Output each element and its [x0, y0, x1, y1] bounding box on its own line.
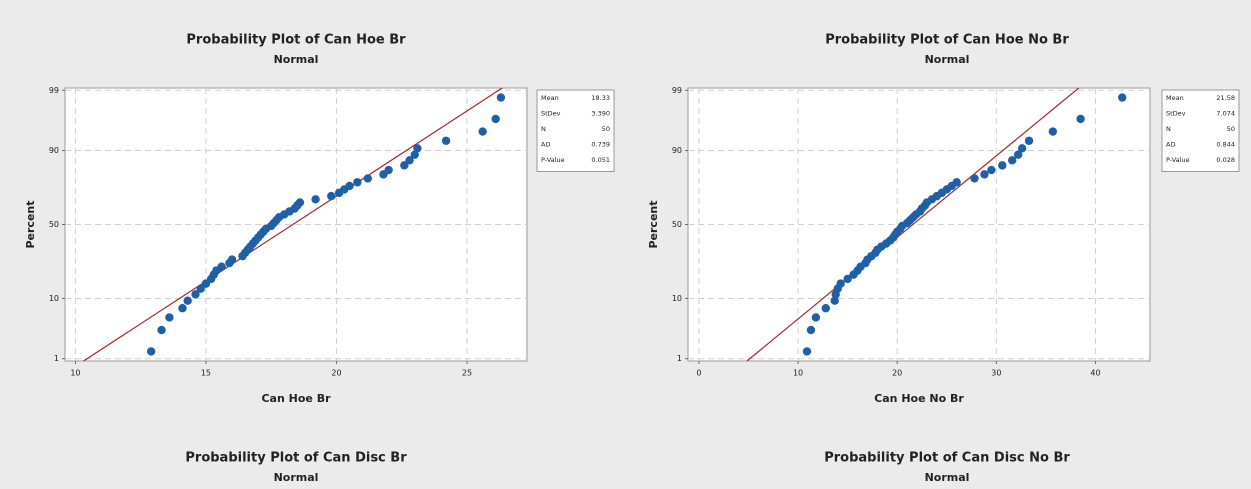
data-point	[227, 255, 237, 264]
data-point	[441, 136, 451, 145]
stat-name: N	[541, 125, 546, 133]
data-point	[1024, 136, 1034, 145]
fit-line	[746, 88, 1080, 361]
y-tick-label: 10	[672, 294, 682, 303]
data-point	[806, 325, 816, 335]
x-tick-label: 10	[70, 369, 80, 378]
data-point	[987, 165, 996, 175]
x-tick-label: 10	[793, 369, 803, 378]
data-point	[1007, 156, 1017, 165]
x-tick-label: 20	[331, 369, 341, 378]
data-point	[491, 114, 500, 124]
stat-name: AD	[541, 141, 550, 149]
y-axis-label: Percent	[647, 200, 660, 248]
data-point	[802, 347, 812, 356]
data-point	[843, 274, 852, 284]
x-tick-label: 25	[462, 369, 472, 378]
chart-subtitle: Normal	[925, 471, 970, 484]
stat-value: 50	[1227, 125, 1235, 133]
data-point	[1048, 127, 1058, 136]
stat-value: 18.33	[591, 94, 610, 102]
y-tick-label: 99	[672, 86, 682, 95]
data-point	[345, 181, 354, 191]
chart-title: Probability Plot of Can Hoe No Br	[825, 33, 1069, 48]
stat-value: 0.844	[1216, 141, 1235, 149]
x-tick-label: 20	[892, 369, 902, 378]
data-point	[1118, 93, 1127, 102]
data-point	[165, 313, 174, 322]
data-point	[1017, 144, 1027, 153]
stat-value: 0.051	[591, 156, 610, 164]
data-point	[811, 313, 821, 322]
stat-name: P-Value	[541, 156, 565, 164]
data-point	[146, 347, 156, 356]
y-tick-label: 1	[54, 354, 59, 363]
stat-name: Mean	[1166, 94, 1184, 102]
data-point	[363, 174, 372, 183]
data-point	[217, 262, 226, 271]
data-point	[413, 144, 422, 153]
stat-value: 0.739	[591, 141, 610, 149]
data-point	[384, 165, 393, 175]
chart-subtitle: Normal	[274, 471, 319, 484]
y-tick-label: 10	[49, 294, 59, 303]
data-point	[1013, 150, 1023, 159]
data-point	[980, 170, 989, 179]
stat-value: 7.074	[1216, 110, 1235, 118]
stat-value: 50	[602, 125, 610, 133]
data-point	[327, 191, 336, 201]
x-axis-label: Can Hoe Br	[261, 392, 331, 405]
data-point	[1076, 114, 1085, 124]
data-point	[836, 279, 845, 288]
chart-title: Probability Plot of Can Disc No Br	[824, 451, 1070, 466]
chart-title: Probability Plot of Can Disc Br	[185, 451, 407, 466]
chart-title: Probability Plot of Can Hoe Br	[186, 33, 406, 48]
stats-box	[1161, 89, 1240, 172]
data-point	[998, 161, 1007, 170]
stat-value: 3.390	[591, 110, 610, 118]
data-point	[400, 161, 409, 170]
data-point	[405, 156, 414, 165]
y-axis-label: Percent	[24, 200, 37, 248]
y-tick-label: 90	[672, 146, 682, 155]
y-tick-label: 50	[49, 220, 59, 229]
data-point	[295, 198, 305, 207]
stat-value: 21.58	[1216, 94, 1235, 102]
x-axis-label: Can Hoe No Br	[874, 392, 964, 405]
y-tick-label: 90	[49, 146, 59, 155]
stat-name: StDev	[1166, 110, 1186, 118]
data-point	[191, 290, 200, 299]
data-point	[157, 325, 166, 335]
data-point	[410, 150, 419, 159]
stats-box	[536, 89, 615, 172]
stat-name: P-Value	[1166, 156, 1190, 164]
data-point	[353, 178, 362, 187]
data-point	[970, 174, 979, 183]
x-tick-label: 15	[201, 369, 211, 378]
chart-subtitle: Normal	[274, 53, 319, 66]
data-point	[952, 178, 961, 187]
stat-value: 0.028	[1216, 156, 1235, 164]
chart-subtitle: Normal	[925, 53, 970, 66]
stat-name: Mean	[541, 94, 559, 102]
x-tick-label: 30	[991, 369, 1001, 378]
data-point	[830, 296, 839, 305]
fit-line	[83, 88, 503, 361]
stat-name: AD	[1166, 141, 1175, 149]
data-point	[311, 195, 320, 204]
data-point	[178, 304, 187, 313]
data-point	[196, 284, 205, 293]
y-tick-label: 50	[672, 220, 682, 229]
x-tick-label: 40	[1090, 369, 1100, 378]
stat-name: N	[1166, 125, 1171, 133]
data-point	[183, 296, 192, 305]
data-point	[496, 93, 506, 102]
y-tick-label: 99	[49, 86, 59, 95]
data-point	[821, 304, 831, 313]
data-point	[478, 127, 487, 136]
stat-name: StDev	[541, 110, 561, 118]
y-tick-label: 1	[677, 354, 682, 363]
x-tick-label: 0	[696, 369, 701, 378]
